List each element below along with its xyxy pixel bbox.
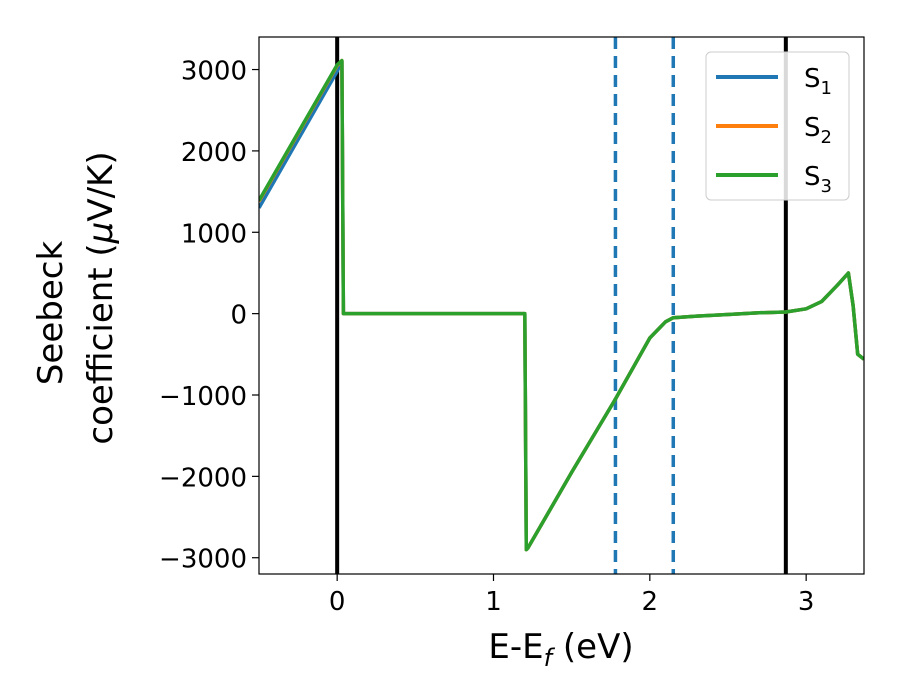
x-tick-label: 2 (642, 587, 659, 617)
x-axis-ticks: 0 1 2 3 (329, 574, 815, 617)
y-tick-label: 2000 (181, 138, 247, 168)
plot-area (259, 37, 864, 574)
y-tick-label: −1000 (159, 382, 247, 412)
series-line-S3 (259, 58, 864, 552)
legend-label-S2: S2 (804, 113, 832, 148)
legend-label-S1: S1 (804, 64, 832, 99)
legend: S1 S2 S3 (705, 51, 850, 201)
y-axis-ticks: −3000 −2000 −1000 0 1000 2000 3000 (159, 57, 259, 575)
y-tick-label: 0 (230, 301, 247, 331)
y-axis-label-line1: Seebeck (31, 241, 71, 386)
x-tick-label: 0 (329, 587, 346, 617)
series-layer (259, 58, 864, 552)
y-axis-label-mu: μ (81, 222, 121, 245)
x-axis-label-unit: (eV) (552, 627, 634, 667)
y-axis-label: Seebeck coefficient (μV/K) (31, 151, 121, 444)
y-tick-label: 3000 (181, 57, 247, 87)
plot-frame (258, 36, 865, 575)
y-axis-label-line2: coefficient (μV/K) (81, 151, 121, 444)
x-axis-label: E-Ef (eV) (488, 627, 633, 672)
y-tick-label: −2000 (159, 463, 247, 493)
legend-label-S3: S3 (804, 162, 832, 197)
y-tick-label: 1000 (181, 219, 247, 249)
y-tick-label: −3000 (159, 545, 247, 575)
x-tick-label: 3 (798, 587, 815, 617)
y-axis-label-unit: V/K) (81, 151, 121, 221)
x-tick-label: 1 (485, 587, 502, 617)
